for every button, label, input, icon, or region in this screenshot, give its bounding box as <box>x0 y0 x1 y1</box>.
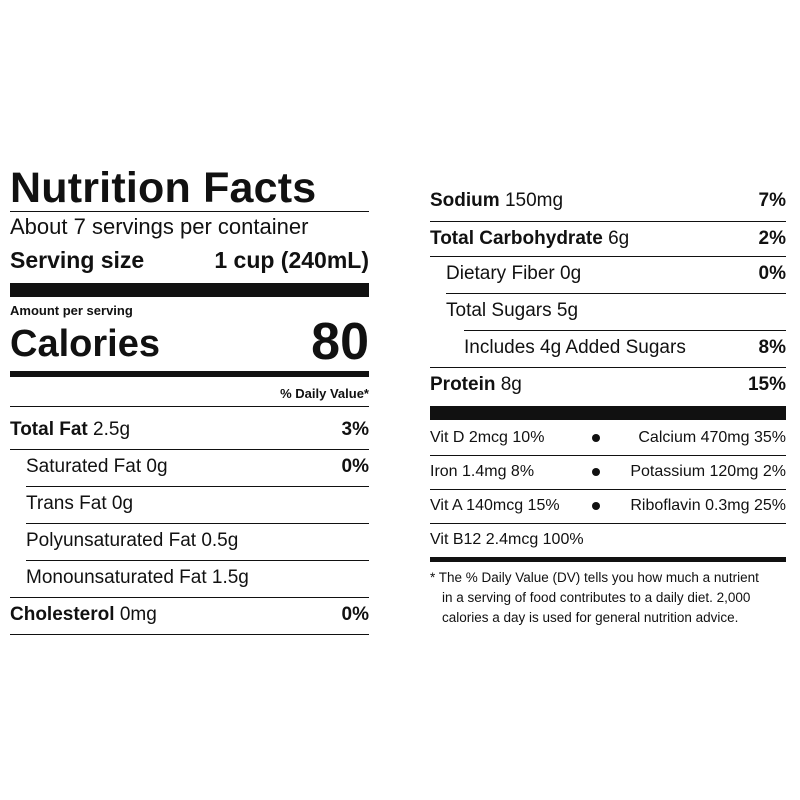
nutrient-name: Monounsaturated Fat 1.5g <box>26 567 249 588</box>
nutrient-dv: 3% <box>341 419 369 440</box>
bullet-icon <box>592 434 600 442</box>
nutrient-row-monounsaturated-fat: Monounsaturated Fat 1.5g <box>10 560 369 596</box>
nutrient-row-sodium: Sodium 150mg 7% <box>430 183 786 219</box>
nutrient-dv: 7% <box>758 190 786 211</box>
daily-value-header: % Daily Value* <box>280 386 369 401</box>
divider <box>430 523 786 524</box>
nutrient-dv: 8% <box>758 337 786 358</box>
divider <box>26 523 369 524</box>
nutrient-dv: 0% <box>341 456 369 477</box>
nutrient-row-total-carbohydrate: Total Carbohydrate 6g 2% <box>430 221 786 257</box>
divider <box>430 221 786 222</box>
servings-per-container: About 7 servings per container <box>10 214 309 239</box>
divider <box>10 406 369 407</box>
serving-size-value: 1 cup (240mL) <box>214 247 369 273</box>
divider <box>430 256 786 257</box>
vitamin-left: Iron 1.4mg 8% <box>430 463 535 480</box>
nutrition-facts-right-panel: Sodium 150mg 7% Total Carbohydrate 6g 2%… <box>430 183 786 643</box>
nutrient-row-total-fat: Total Fat 2.5g 3% <box>10 412 369 448</box>
nutrient-amount: 2.5g <box>93 419 131 440</box>
nutrient-dv: 0% <box>758 263 786 284</box>
footnote-line: in a serving of food contributes to a da… <box>442 590 751 605</box>
divider <box>430 489 786 490</box>
vitamin-row: Vit A 140mcg 15% Riboflavin 0.3mg 25% <box>430 489 786 523</box>
calories-value: 80 <box>311 313 369 371</box>
nutrient-name: Saturated Fat 0g <box>26 456 168 477</box>
nutrient-name: Total Carbohydrate <box>430 228 603 249</box>
divider <box>464 330 786 331</box>
bullet-icon <box>592 468 600 476</box>
serving-size-label: Serving size <box>10 247 145 273</box>
divider <box>430 455 786 456</box>
nutrition-facts-left-panel: Nutrition Facts About 7 servings per con… <box>10 164 369 638</box>
nutrient-name: Protein <box>430 374 496 395</box>
calories-label: Calories <box>10 323 160 365</box>
vitamin-left: Vit D 2mcg 10% <box>430 429 545 446</box>
nutrient-row-polyunsaturated-fat: Polyunsaturated Fat 0.5g <box>10 523 369 559</box>
nutrient-name: Sodium <box>430 190 500 211</box>
nutrition-facts-title: Nutrition Facts <box>10 164 317 212</box>
nutrient-row-total-sugars: Total Sugars 5g <box>430 293 786 329</box>
nutrient-row-dietary-fiber: Dietary Fiber 0g 0% <box>430 256 786 292</box>
vitamin-left: Vit A 140mcg 15% <box>430 497 560 514</box>
vitamin-row: Vit D 2mcg 10% Calcium 470mg 35% <box>430 421 786 455</box>
nutrient-row-saturated-fat: Saturated Fat 0g 0% <box>10 449 369 485</box>
divider <box>10 634 369 635</box>
nutrient-dv: 15% <box>747 374 786 395</box>
nutrient-row-cholesterol: Cholesterol 0mg 0% <box>10 597 369 633</box>
medium-divider <box>430 557 786 562</box>
vitamin-right: Riboflavin 0.3mg 25% <box>630 497 786 514</box>
nutrient-name: Total Fat <box>10 419 88 440</box>
nutrient-dv: 2% <box>758 228 786 249</box>
nutrient-dv: 0% <box>341 604 369 625</box>
divider <box>10 449 369 450</box>
divider <box>10 597 369 598</box>
vitamin-left: Vit B12 2.4mcg 100% <box>430 531 584 548</box>
nutrient-amount: 6g <box>608 228 630 249</box>
nutrient-name: Dietary Fiber 0g <box>446 263 582 284</box>
footnote-line: * The % Daily Value (DV) tells you how m… <box>430 570 759 585</box>
nutrient-row-protein: Protein 8g 15% <box>430 367 786 403</box>
vitamin-row: Iron 1.4mg 8% Potassium 120mg 2% <box>430 455 786 489</box>
nutrient-amount: 0mg <box>119 604 157 625</box>
footnote-line: calories a day is used for general nutri… <box>442 610 739 625</box>
medium-divider <box>10 371 369 377</box>
nutrient-name: Trans Fat 0g <box>26 493 134 514</box>
vitamin-right: Potassium 120mg 2% <box>630 463 786 480</box>
vitamin-right: Calcium 470mg 35% <box>638 429 786 446</box>
divider <box>430 367 786 368</box>
nutrient-name: Polyunsaturated Fat 0.5g <box>26 530 239 551</box>
nutrient-name: Total Sugars 5g <box>446 300 579 321</box>
nutrient-amount: 150mg <box>504 190 564 211</box>
bullet-icon <box>592 502 600 510</box>
nutrient-name: Includes 4g Added Sugars <box>464 337 686 358</box>
amount-per-serving-label: Amount per serving <box>10 303 133 318</box>
nutrient-name: Cholesterol <box>10 604 115 625</box>
divider <box>446 293 786 294</box>
thick-divider <box>10 283 369 297</box>
nutrient-row-trans-fat: Trans Fat 0g <box>10 486 369 522</box>
nutrient-row-added-sugars: Includes 4g Added Sugars 8% <box>430 330 786 366</box>
divider <box>26 486 369 487</box>
nutrient-amount: 8g <box>500 374 522 395</box>
thick-divider <box>430 406 786 420</box>
divider <box>10 211 369 212</box>
divider <box>26 560 369 561</box>
vitamin-row: Vit B12 2.4mcg 100% <box>430 523 786 557</box>
